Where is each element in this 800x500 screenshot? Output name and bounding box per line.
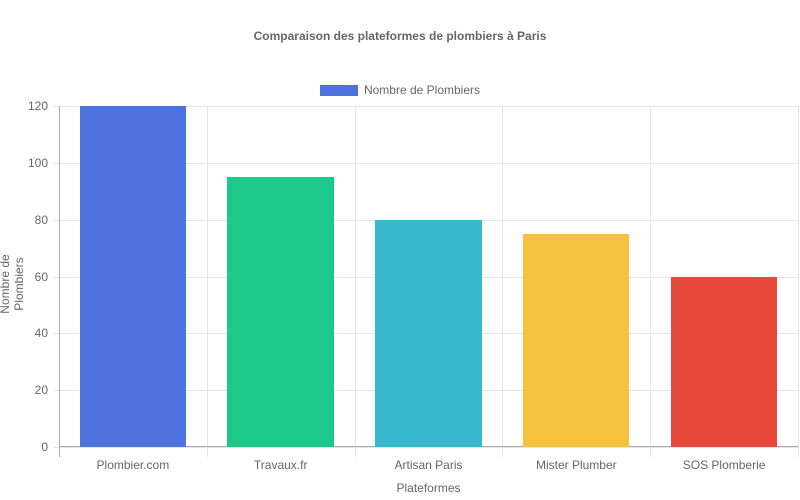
bar[interactable] [523,233,630,447]
x-tick-label: Travaux.fr [253,458,308,472]
gridline-horizontal [54,447,798,448]
plot-area [54,106,799,457]
x-tick-label: SOS Plomberie [682,458,766,472]
legend-label: Nombre de Plombiers [363,83,481,97]
x-tick-label: Artisan Paris [394,458,463,472]
gridline-horizontal [54,162,798,164]
legend-swatch [319,84,358,96]
y-tick-label: 0 [41,440,48,454]
bar[interactable] [227,177,334,447]
x-axis-label: Plateformes [396,481,461,495]
bar[interactable] [670,276,778,447]
bar[interactable] [375,219,482,447]
legend[interactable]: Nombre de Plombiers [0,83,800,97]
x-tick-label: Mister Plumber [535,458,617,472]
gridline-vertical [206,106,208,457]
gridline-vertical [650,106,652,457]
y-tick-label: 80 [34,212,48,227]
y-tick-label: 100 [27,155,48,170]
y-tick-label: 120 [27,99,48,113]
x-tick-label: Plombier.com [96,458,170,472]
y-tick-label: 40 [34,326,48,341]
y-tick-label: 60 [34,269,48,284]
bar[interactable] [79,106,187,447]
y-axis-label: Nombre de Plombiers [0,254,26,314]
gridline-vertical [502,106,504,457]
gridline-vertical [798,106,799,457]
chart-title: Comparaison des plateformes de plombiers… [253,29,547,43]
y-tick-label: 20 [34,383,48,398]
y-axis-line [59,106,60,457]
gridline-vertical [354,106,356,457]
gridline-horizontal [54,106,798,107]
